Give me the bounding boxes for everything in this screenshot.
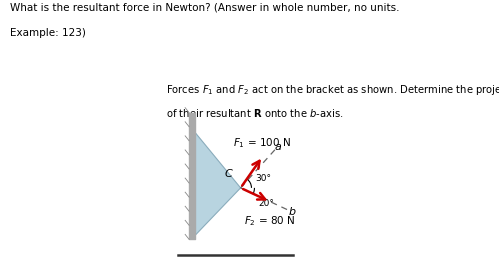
Text: Forces $\mathit{F_1}$ and $\mathit{F_2}$ act on the bracket as shown. Determine : Forces $\mathit{F_1}$ and $\mathit{F_2}$…	[166, 83, 499, 97]
Text: Example: 123): Example: 123)	[10, 28, 86, 37]
Text: b: b	[288, 207, 295, 217]
Text: a: a	[274, 142, 281, 152]
Text: What is the resultant force in Newton? (Answer in whole number, no units.: What is the resultant force in Newton? (…	[10, 3, 400, 13]
Text: $F_1$ = 100 N: $F_1$ = 100 N	[233, 136, 291, 150]
Text: C: C	[225, 169, 233, 179]
Polygon shape	[195, 133, 241, 235]
Text: 30°: 30°	[255, 174, 271, 183]
Text: of their resultant $\mathbf{R}$ onto the $\mathit{b}$-axis.: of their resultant $\mathbf{R}$ onto the…	[166, 107, 344, 119]
Text: 20°: 20°	[258, 199, 274, 208]
Text: $F_2$ = 80 N: $F_2$ = 80 N	[245, 214, 296, 228]
